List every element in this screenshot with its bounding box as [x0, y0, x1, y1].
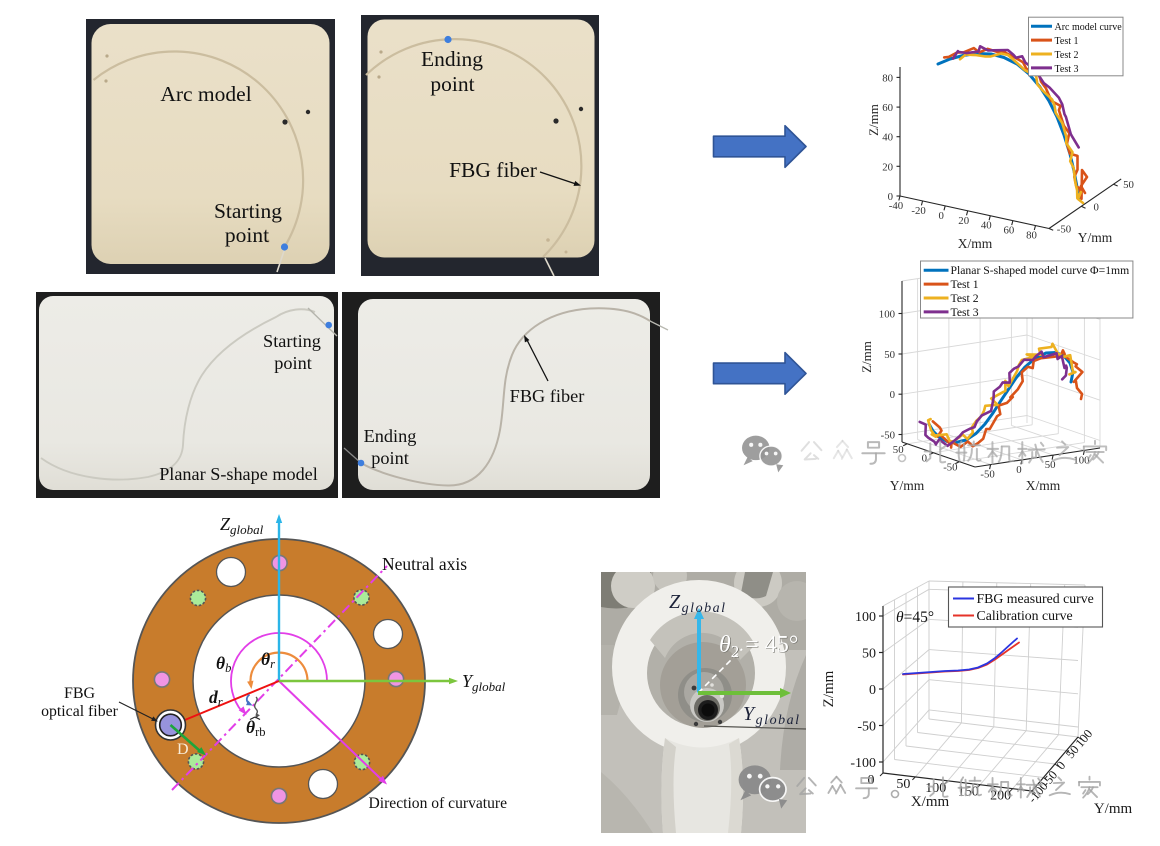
svg-text:Yglobal: Yglobal [743, 703, 799, 728]
svg-text:0: 0 [1093, 201, 1098, 213]
svg-text:X/mm: X/mm [911, 794, 950, 810]
svg-text:100: 100 [855, 610, 876, 625]
svg-text:0: 0 [869, 683, 876, 698]
svg-text:Test 1: Test 1 [951, 278, 979, 291]
svg-text:-50: -50 [943, 462, 957, 474]
svg-text:Y/mm: Y/mm [1078, 230, 1113, 245]
svg-text:50: 50 [884, 349, 895, 361]
svg-text:Z/mm: Z/mm [859, 341, 874, 373]
svg-text:Starting: Starting [263, 331, 321, 351]
svg-text:Ending: Ending [421, 47, 483, 71]
svg-text:40: 40 [882, 132, 893, 144]
svg-text:Test 1: Test 1 [1055, 36, 1079, 47]
svg-text:Arc model curve: Arc model curve [1055, 22, 1123, 33]
svg-text:Test 2: Test 2 [1055, 50, 1079, 61]
svg-text:optical fiber: optical fiber [41, 703, 118, 720]
svg-text:FBG: FBG [64, 685, 96, 702]
svg-text:100: 100 [925, 781, 946, 796]
svg-text:60: 60 [882, 102, 893, 114]
svg-text:-50: -50 [881, 430, 895, 442]
svg-text:-40: -40 [889, 200, 903, 212]
svg-text:50: 50 [896, 777, 910, 792]
svg-text:100: 100 [1073, 454, 1089, 466]
svg-text:0: 0 [922, 453, 927, 465]
svg-text:100: 100 [879, 309, 895, 321]
svg-text:X/mm: X/mm [1026, 478, 1061, 493]
svg-text:θrb: θrb [246, 717, 266, 739]
svg-text:Zglobal: Zglobal [669, 591, 725, 616]
svg-text:Y/mm: Y/mm [1094, 801, 1133, 817]
svg-text:20: 20 [882, 161, 893, 173]
svg-text:-50: -50 [1057, 224, 1071, 236]
svg-text:80: 80 [1026, 230, 1037, 242]
svg-text:50: 50 [893, 444, 904, 456]
svg-text:Planar S-shaped model curve Φ=: Planar S-shaped model curve Φ=1mm [951, 264, 1130, 277]
svg-text:point: point [371, 448, 409, 468]
svg-text:200: 200 [990, 789, 1011, 804]
svg-text:Test 2: Test 2 [951, 292, 979, 305]
svg-text:D: D [177, 741, 189, 758]
svg-text:FBG fiber: FBG fiber [510, 386, 585, 406]
svg-text:point: point [430, 72, 474, 96]
svg-text:Z/mm: Z/mm [821, 670, 837, 707]
svg-text:Direction of curvature: Direction of curvature [369, 795, 508, 812]
svg-text:Neutral axis: Neutral axis [382, 554, 467, 574]
svg-text:Planar S-shape model: Planar S-shape model [159, 464, 318, 484]
svg-text:50: 50 [1045, 459, 1056, 471]
svg-text:θ2 = 45°: θ2 = 45° [719, 632, 798, 661]
svg-text:point: point [225, 223, 269, 247]
svg-text:-100: -100 [850, 756, 876, 771]
svg-text:Ending: Ending [364, 426, 417, 446]
svg-text:-50: -50 [857, 720, 876, 735]
svg-text:Arc model: Arc model [160, 82, 251, 106]
svg-text:Y/mm: Y/mm [890, 478, 925, 493]
svg-text:Z/mm: Z/mm [866, 104, 881, 136]
svg-text:θ2 = 45°: θ2 = 45° [720, 633, 799, 662]
svg-text:0: 0 [890, 389, 895, 401]
svg-text:FBG fiber: FBG fiber [449, 158, 537, 182]
svg-text:Yglobal: Yglobal [462, 671, 506, 694]
svg-text:-50: -50 [980, 469, 994, 481]
svg-text:point: point [274, 353, 312, 373]
svg-text:0: 0 [888, 191, 893, 203]
svg-text:-20: -20 [911, 205, 925, 217]
svg-text:Test 3: Test 3 [1055, 64, 1079, 75]
svg-text:40: 40 [981, 220, 992, 232]
svg-text:60: 60 [1004, 225, 1015, 237]
svg-text:Test 3: Test 3 [951, 306, 979, 319]
svg-text:FBG measured curve: FBG measured curve [977, 591, 1094, 606]
svg-text:Zglobal: Zglobal [220, 514, 264, 537]
svg-text:θr: θr [261, 649, 275, 671]
svg-text:Starting: Starting [214, 199, 282, 223]
svg-text:X/mm: X/mm [958, 236, 993, 251]
svg-text:θb: θb [216, 653, 231, 675]
svg-text:0: 0 [1016, 464, 1021, 476]
svg-text:20: 20 [958, 215, 969, 227]
svg-text:dr: dr [209, 687, 223, 709]
svg-text:Calibration curve: Calibration curve [977, 608, 1073, 623]
svg-text:θ=45°: θ=45° [896, 609, 934, 626]
svg-text:50: 50 [1123, 179, 1134, 191]
svg-text:0: 0 [938, 210, 943, 222]
svg-text:80: 80 [882, 72, 893, 84]
svg-text:50: 50 [862, 647, 876, 662]
